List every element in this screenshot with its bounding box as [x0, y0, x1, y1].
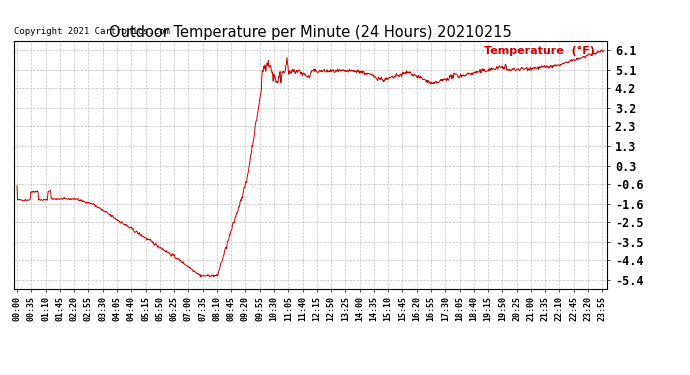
Text: Copyright 2021 Cartronics.com: Copyright 2021 Cartronics.com	[14, 27, 170, 36]
Title: Outdoor Temperature per Minute (24 Hours) 20210215: Outdoor Temperature per Minute (24 Hours…	[109, 25, 512, 40]
Text: Temperature  (°F): Temperature (°F)	[484, 46, 595, 56]
